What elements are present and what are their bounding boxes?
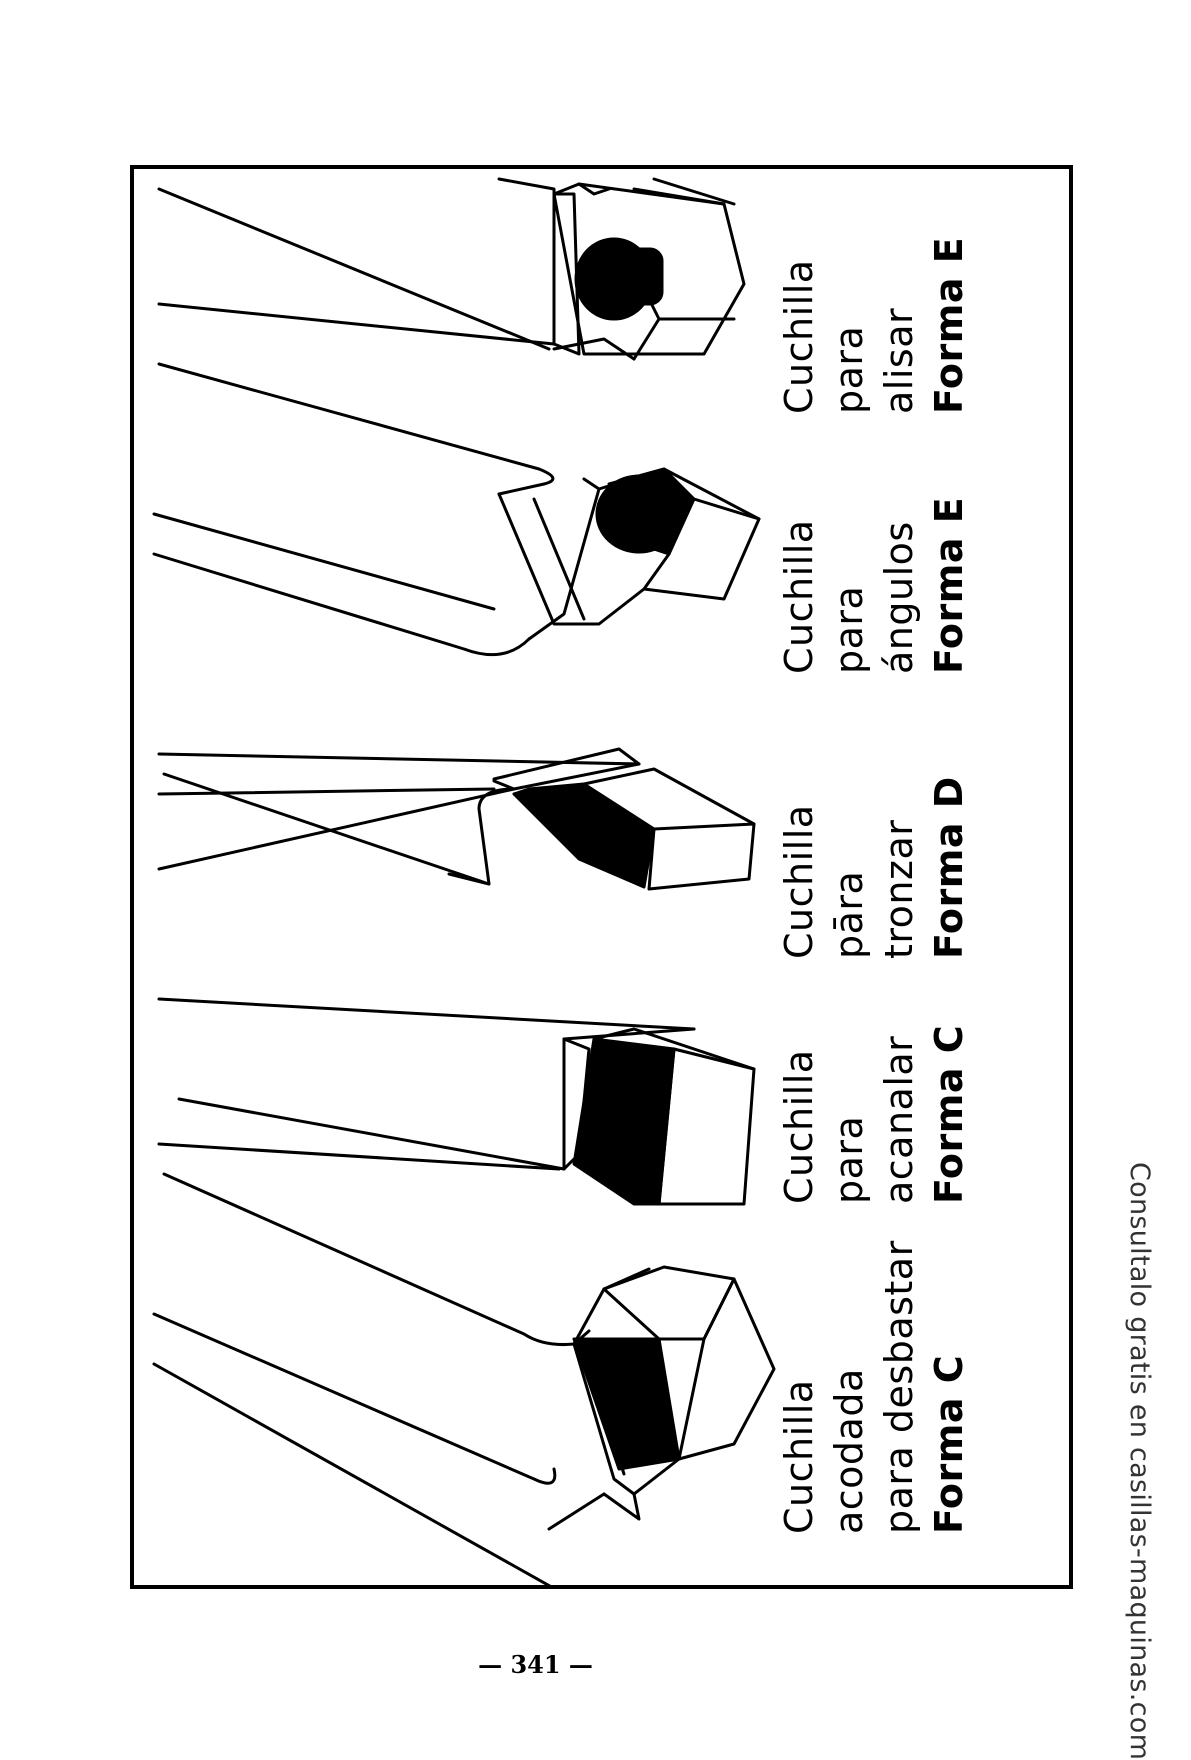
- caption-line: para: [827, 585, 871, 674]
- caption-line: pāra: [827, 870, 871, 959]
- caption-form: Forma E: [927, 236, 971, 414]
- caption-line: para: [827, 1115, 871, 1204]
- caption-line: Cuchilla: [777, 259, 821, 414]
- caption-angle: Cuchilla para ángulos Forma E: [774, 497, 974, 674]
- caption-line: Cuchilla: [777, 804, 821, 959]
- tool-bent-roughing: [152, 1172, 776, 1585]
- caption-form: Forma C: [927, 1354, 971, 1534]
- caption-form: Forma D: [927, 776, 971, 959]
- tool-finishing: [157, 177, 746, 361]
- caption-line: Cuchilla: [777, 519, 821, 674]
- caption-line: ángulos: [877, 521, 921, 674]
- caption-line: acodada: [827, 1368, 871, 1534]
- caption-bent-roughing: Cuchilla acodada para desbastar Forma C: [774, 1240, 974, 1534]
- caption-finishing: Cuchilla para alisar Forma E: [774, 237, 974, 414]
- tool-parting: [157, 747, 756, 891]
- page-number: — 341 —: [478, 1650, 593, 1679]
- caption-line: para desbastar: [877, 1240, 921, 1534]
- caption-line: Cuchilla: [777, 1049, 821, 1204]
- caption-line: alisar: [877, 307, 921, 414]
- caption-parting: Cuchilla pāra tronzar Forma D: [774, 776, 974, 959]
- caption-form: Forma E: [927, 496, 971, 674]
- caption-line: tronzar: [877, 819, 921, 959]
- caption-line: Cuchilla: [777, 1379, 821, 1534]
- caption-grooving: Cuchilla para acanalar Forma C: [774, 1025, 974, 1204]
- caption-line: para: [827, 325, 871, 414]
- caption-line: acanalar: [877, 1035, 921, 1204]
- tool-grooving: [157, 997, 756, 1206]
- cutting-tools-illustration: [152, 177, 776, 1585]
- caption-form: Forma C: [927, 1024, 971, 1204]
- figure-frame: Cuchilla acodada para desbastar Forma C …: [130, 165, 1073, 1589]
- tool-angle: [152, 362, 761, 657]
